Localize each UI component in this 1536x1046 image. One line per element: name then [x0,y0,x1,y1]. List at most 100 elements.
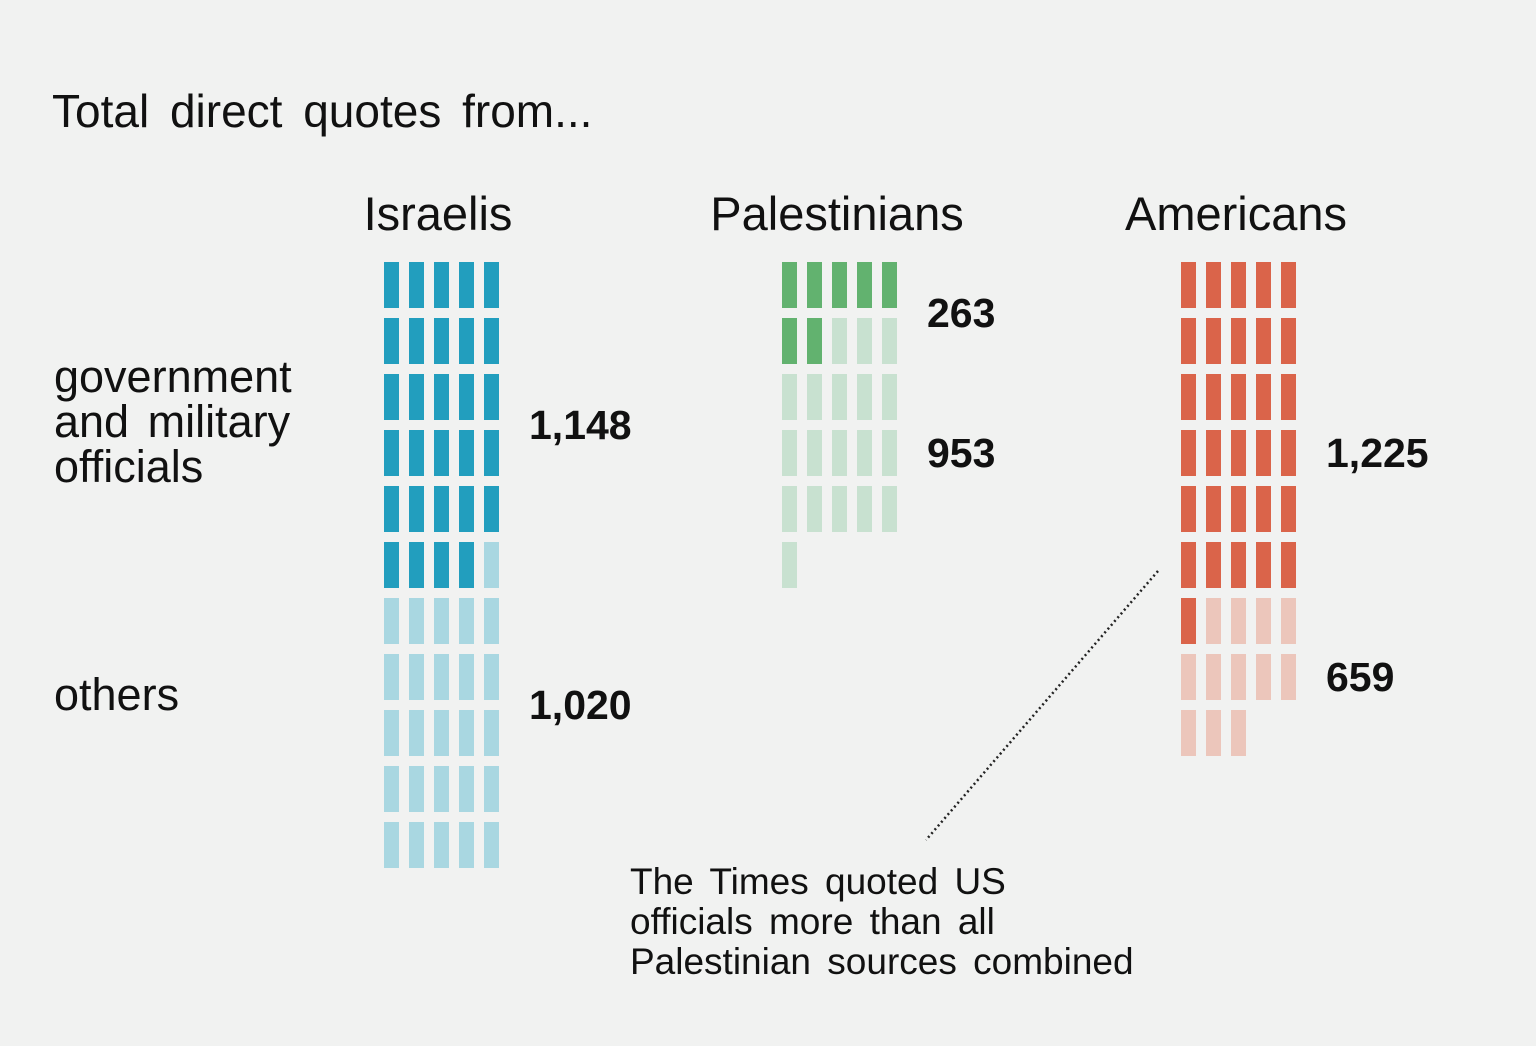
waffle-cell-americans-others [1231,598,1246,644]
waffle-cell-americans-officials [1281,374,1296,420]
waffle-cell-palestinians-officials [782,318,797,364]
waffle-cell-israelis-officials [434,262,449,308]
waffle-cell-americans-officials [1256,374,1271,420]
waffle-cell-americans-officials [1231,262,1246,308]
waffle-cell-americans-officials [1231,318,1246,364]
waffle-cell-palestinians-others [782,542,797,588]
waffle-cell-palestinians-others [832,318,847,364]
waffle-cell-americans-officials [1181,542,1196,588]
waffle-cell-israelis-others [484,654,499,700]
waffle-cell-israelis-officials [384,542,399,588]
waffle-cell-israelis-others [434,598,449,644]
waffle-cell-israelis-officials [484,318,499,364]
row-label-government-line-2: and military [54,396,291,447]
waffle-cell-americans-officials [1231,374,1246,420]
waffle-cell-americans-officials [1206,374,1221,420]
waffle-cell-americans-officials [1181,430,1196,476]
waffle-cell-palestinians-others [782,486,797,532]
waffle-cell-americans-officials [1206,262,1221,308]
waffle-cell-israelis-officials [384,262,399,308]
waffle-cell-americans-officials [1206,430,1221,476]
waffle-cell-americans-officials [1256,486,1271,532]
waffle-cell-israelis-others [409,654,424,700]
waffle-cell-israelis-officials [434,542,449,588]
waffle-cell-israelis-others [409,710,424,756]
waffle-cell-palestinians-officials [857,262,872,308]
waffle-cell-americans-officials [1181,374,1196,420]
waffle-cell-americans-others [1231,710,1246,756]
waffle-cell-americans-officials [1281,262,1296,308]
waffle-cell-americans-others [1181,654,1196,700]
waffle-cell-israelis-others [484,710,499,756]
value-label-palestinians-others: 953 [927,430,995,476]
annotation-leader-line [925,570,1159,841]
waffle-cell-americans-others [1281,598,1296,644]
waffle-cell-americans-officials [1231,430,1246,476]
waffle-cell-israelis-officials [484,374,499,420]
waffle-cell-israelis-officials [384,430,399,476]
waffle-cell-palestinians-others [882,318,897,364]
waffle-cell-palestinians-others [807,486,822,532]
waffle-cell-israelis-officials [409,262,424,308]
waffle-cell-palestinians-others [857,318,872,364]
waffle-cell-americans-officials [1256,542,1271,588]
waffle-cell-israelis-others [434,654,449,700]
waffle-cell-americans-officials [1181,318,1196,364]
waffle-cell-americans-officials [1206,318,1221,364]
waffle-cell-palestinians-others [882,374,897,420]
waffle-cell-palestinians-officials [832,262,847,308]
waffle-cell-americans-officials [1181,598,1196,644]
row-label-government-line-3: officials [54,441,204,492]
waffle-cell-israelis-others [459,766,474,812]
waffle-cell-israelis-others [384,766,399,812]
column-header-palestinians: Palestinians [710,187,963,240]
annotation-line-1: The Times quoted US [630,861,1006,902]
waffle-cell-israelis-officials [459,318,474,364]
waffle-cell-israelis-officials [434,486,449,532]
waffle-cell-americans-officials [1281,542,1296,588]
waffle-cell-israelis-officials [459,542,474,588]
waffle-cell-israelis-others [459,654,474,700]
annotation-line-3: Palestinian sources combined [630,941,1134,982]
waffle-cell-americans-officials [1256,318,1271,364]
waffle-cell-israelis-others [409,766,424,812]
waffle-cell-israelis-officials [384,318,399,364]
waffle-cell-americans-officials [1281,318,1296,364]
waffle-cell-americans-others [1206,710,1221,756]
waffle-cell-americans-officials [1281,486,1296,532]
waffle-cell-israelis-others [484,766,499,812]
waffle-cell-israelis-others [484,598,499,644]
annotation-note: The Times quoted US officials more than … [630,862,1134,982]
waffle-cell-israelis-others [384,822,399,868]
value-label-israelis-officials: 1,148 [529,402,632,448]
waffle-cell-palestinians-others [857,486,872,532]
column-header-israelis: Israelis [364,187,513,240]
waffle-cell-palestinians-officials [807,318,822,364]
waffle-cell-palestinians-others [807,374,822,420]
value-label-israelis-others: 1,020 [529,682,632,728]
waffle-cell-israelis-officials [434,318,449,364]
row-label-others: others [54,669,180,720]
waffle-cell-americans-others [1206,654,1221,700]
waffle-cell-israelis-others [459,710,474,756]
waffle-cell-israelis-others [384,598,399,644]
waffle-cell-americans-others [1181,710,1196,756]
waffle-cell-israelis-officials [484,262,499,308]
waffle-cell-israelis-others [384,710,399,756]
waffle-cell-palestinians-others [882,430,897,476]
waffle-cell-israelis-officials [484,430,499,476]
waffle-cell-americans-officials [1206,486,1221,532]
waffle-cell-israelis-officials [459,374,474,420]
waffle-cell-israelis-others [434,822,449,868]
waffle-cell-palestinians-officials [782,262,797,308]
annotation-line-2: officials more than all [630,901,995,942]
waffle-cell-americans-officials [1281,430,1296,476]
waffle-cell-palestinians-others [832,374,847,420]
waffle-cell-palestinians-others [832,486,847,532]
row-label-government: government and military officials [54,354,292,489]
waffle-cell-americans-others [1281,654,1296,700]
waffle-cell-americans-officials [1206,542,1221,588]
value-label-americans-officials: 1,225 [1326,430,1429,476]
waffle-cell-palestinians-others [807,430,822,476]
waffle-cell-palestinians-officials [882,262,897,308]
